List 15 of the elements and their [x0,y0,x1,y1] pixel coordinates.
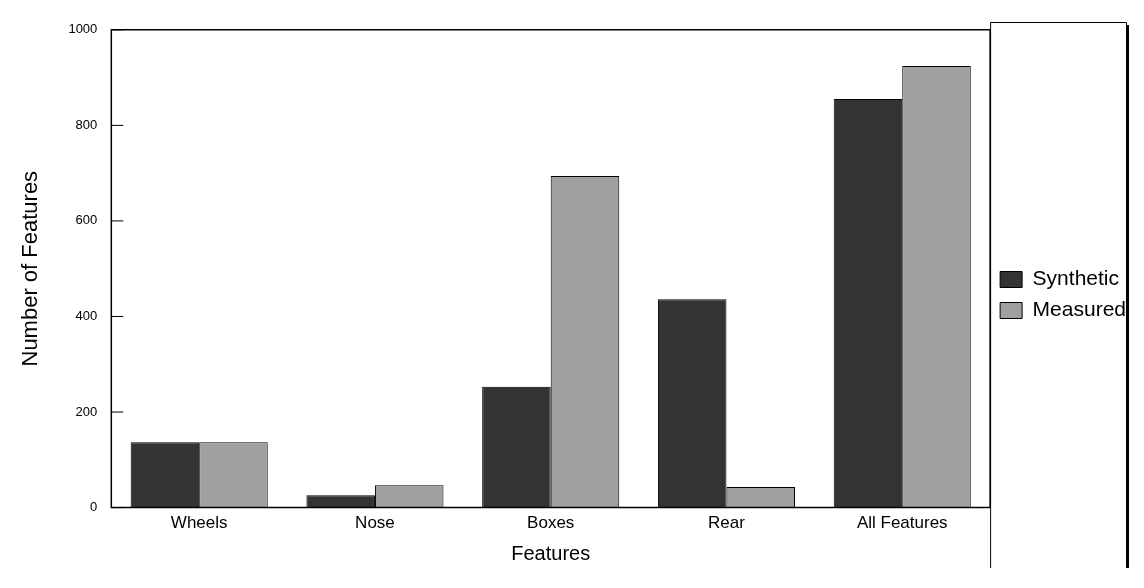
y-tick-label: 800 [75,116,98,132]
x-tick-label: Boxes [527,513,575,533]
x-tick-label: Nose [355,513,395,533]
legend-label: Synthetic [1032,266,1120,290]
x-tick-label: Wheels [170,513,228,533]
x-tick-label: Rear [708,513,746,533]
y-tick-label: 600 [75,212,98,228]
y-tick-label: 200 [75,403,98,419]
y-tick-label: 1000 [68,21,98,37]
y-tick-label: 400 [75,308,98,324]
legend-label: Measured [1032,297,1127,321]
x-tick-label: All Features [856,513,948,533]
y-tick-label: 0 [90,499,98,515]
y-axis-title: Number of Features [17,170,43,367]
x-axis-title: Features [511,541,591,564]
